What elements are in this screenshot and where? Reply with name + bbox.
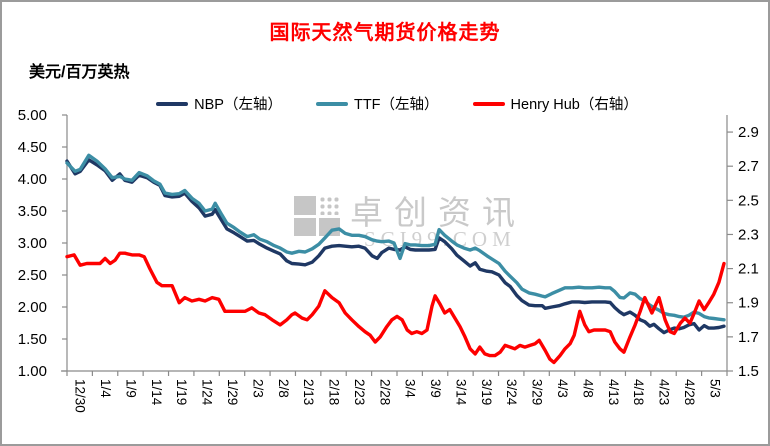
- svg-text:4/23: 4/23: [657, 379, 672, 405]
- svg-text:3/19: 3/19: [479, 379, 494, 405]
- svg-text:2/23: 2/23: [352, 379, 367, 405]
- svg-text:4.50: 4.50: [18, 139, 47, 156]
- legend-label-ttf: TTF（左轴）: [353, 97, 439, 113]
- logo-square: [294, 217, 316, 236]
- svg-text:1.50: 1.50: [18, 331, 47, 348]
- svg-text:1/29: 1/29: [225, 379, 240, 405]
- svg-text:2.3: 2.3: [738, 227, 759, 244]
- svg-text:3/4: 3/4: [403, 379, 418, 398]
- x-axis-labels: 12/30 1/4 1/9 1/14 1/19 1/24 1/29 2/3 2/8 2/13 2/1…: [73, 379, 723, 413]
- svg-text:1.7: 1.7: [738, 329, 759, 346]
- svg-text:2.7: 2.7: [738, 158, 759, 175]
- svg-text:1/4: 1/4: [98, 379, 113, 398]
- legend-label-nbp: NBP（左轴）: [194, 97, 282, 113]
- legend-label-henry_hub: Henry Hub（右轴）: [510, 97, 638, 113]
- svg-text:2/13: 2/13: [301, 379, 316, 405]
- svg-text:4.00: 4.00: [18, 171, 47, 188]
- svg-text:1.00: 1.00: [18, 363, 47, 380]
- svg-text:3.00: 3.00: [18, 235, 47, 252]
- series-lines: [65, 153, 726, 365]
- svg-text:2/3: 2/3: [250, 379, 265, 398]
- y-axis-left-labels: 5.00 4.50 4.00 3.50 3.00 2.50 2.00 1.50 1.00: [18, 107, 47, 380]
- series-line-nbp: [65, 158, 726, 335]
- svg-text:3.50: 3.50: [18, 203, 47, 220]
- svg-text:4/13: 4/13: [606, 379, 621, 405]
- legend-item-nbp[interactable]: NBP（左轴）: [156, 93, 282, 114]
- legend: NBP（左轴） TTF（左轴） Henry Hub（右轴）: [67, 93, 727, 114]
- svg-text:2/28: 2/28: [377, 379, 392, 405]
- svg-text:4/28: 4/28: [682, 379, 697, 405]
- legend-swatch-nbp: [156, 101, 189, 106]
- watermark-text: 卓创资讯: [350, 194, 526, 231]
- svg-text:4/18: 4/18: [631, 379, 646, 405]
- svg-text:4/8: 4/8: [580, 379, 595, 398]
- svg-text:2.9: 2.9: [738, 124, 759, 141]
- y-axis-right-labels: 2.9 2.7 2.5 2.3 2.1 1.9 1.7 1.5: [738, 124, 759, 380]
- logo-square: [294, 196, 316, 215]
- svg-text:1/9: 1/9: [124, 379, 139, 398]
- svg-text:2/18: 2/18: [327, 379, 342, 405]
- svg-text:3/9: 3/9: [428, 379, 443, 398]
- svg-text:2.00: 2.00: [18, 299, 47, 316]
- svg-text:3/24: 3/24: [504, 379, 519, 406]
- axes: [61, 114, 733, 376]
- svg-text:1.5: 1.5: [738, 363, 759, 380]
- legend-swatch-ttf: [315, 101, 348, 106]
- svg-text:3/14: 3/14: [454, 379, 469, 406]
- legend-swatch-henry_hub: [472, 101, 505, 106]
- svg-text:3/29: 3/29: [530, 379, 545, 405]
- svg-text:2/8: 2/8: [276, 379, 291, 398]
- svg-text:1/24: 1/24: [200, 379, 215, 406]
- svg-text:5/3: 5/3: [707, 379, 722, 398]
- series-line-henry_hub: [65, 251, 726, 365]
- svg-text:2.1: 2.1: [738, 261, 759, 278]
- svg-text:2.50: 2.50: [18, 267, 47, 284]
- chart-title: 国际天然气期货价格走势: [269, 22, 501, 44]
- logo-dots: [318, 196, 340, 215]
- series-line-ttf: [65, 153, 726, 322]
- svg-text:1/19: 1/19: [174, 379, 189, 405]
- svg-text:12/30: 12/30: [73, 379, 88, 413]
- svg-text:1.9: 1.9: [738, 295, 759, 312]
- svg-text:4/3: 4/3: [555, 379, 570, 398]
- svg-text:1/14: 1/14: [149, 379, 164, 406]
- svg-text:5.00: 5.00: [18, 107, 47, 124]
- legend-item-henry_hub[interactable]: Henry Hub（右轴）: [472, 93, 638, 114]
- legend-item-ttf[interactable]: TTF（左轴）: [315, 93, 439, 114]
- axis-unit-label: 美元/百万英热: [29, 64, 130, 81]
- svg-text:2.5: 2.5: [738, 192, 759, 209]
